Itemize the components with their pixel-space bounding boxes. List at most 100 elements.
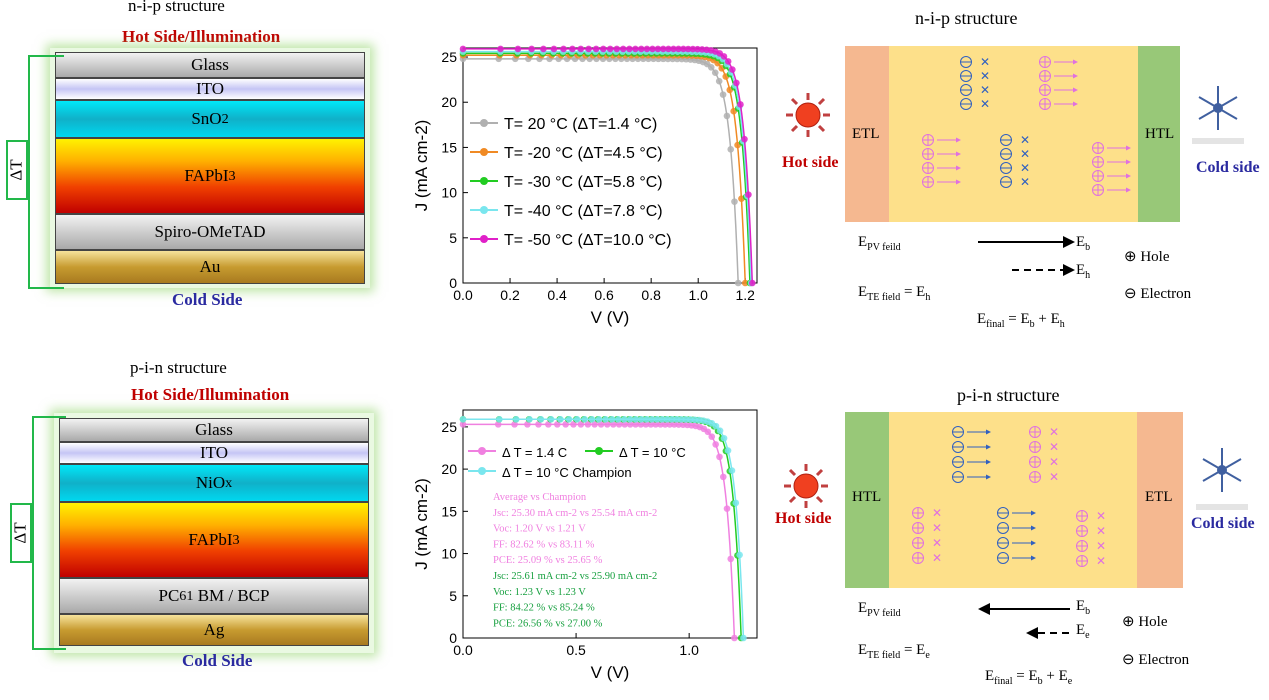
hole-icon: [1092, 156, 1131, 168]
data-point: [727, 146, 735, 153]
data-point: [621, 421, 629, 428]
data-point: [741, 279, 749, 287]
top-layer-ito: ITO: [55, 78, 365, 100]
bottom-band-etl: [1137, 412, 1183, 588]
hole-icon: ✕: [1029, 425, 1059, 439]
bottom-layer-perovskite: FAPbI 3: [59, 502, 369, 578]
data-point: [626, 415, 634, 423]
sun-icon: [784, 464, 828, 508]
data-point: [637, 421, 645, 428]
data-point: [577, 421, 585, 428]
legend-entry: T= -50 °C (ΔT=10.0 °C): [504, 232, 672, 249]
legend-marker: [480, 235, 488, 243]
x-tick-label: 0.5: [566, 642, 586, 658]
svg-text:✕: ✕: [1049, 425, 1059, 439]
svg-text:✕: ✕: [932, 536, 942, 550]
data-point: [496, 415, 503, 423]
data-point: [585, 45, 592, 53]
bottom-layer-niox: NiO x: [59, 464, 369, 502]
annotation-line: Jsc: 25.61 mA cm-2 vs 25.90 mA cm-2: [493, 571, 657, 582]
hole-icon: ✕: [1029, 470, 1059, 484]
top-band-absorber: [845, 46, 1140, 222]
x-tick-label: 1.0: [679, 642, 699, 658]
y-tick-label: 15: [441, 503, 457, 519]
top-band-left-label: ETL: [852, 126, 880, 142]
top-hole-legend: ⊕ Hole: [1124, 249, 1170, 265]
data-point: [658, 415, 666, 423]
svg-text:✕: ✕: [932, 506, 942, 520]
data-point: [613, 45, 621, 53]
bottom-e-final: Efinal = Eb + Ee: [985, 668, 1073, 687]
y-tick-label: 5: [449, 588, 457, 604]
bottom-delta-t-box: ΔT: [10, 503, 32, 563]
snowflake-icon: [1198, 86, 1238, 130]
y-axis-label: J (mA cm-2): [412, 478, 431, 570]
electron-icon: ✕: [960, 55, 990, 69]
electron-icon: [997, 552, 1036, 564]
hole-icon: [1039, 84, 1078, 96]
data-point: [668, 416, 676, 423]
data-point: [716, 427, 724, 435]
data-point: [740, 634, 747, 642]
svg-text:✕: ✕: [1049, 455, 1059, 469]
data-point: [626, 421, 634, 428]
hole-icon: [922, 162, 961, 174]
bottom-band-absorber: [845, 412, 1143, 588]
data-point: [577, 45, 585, 53]
x-tick-label: 0.8: [641, 287, 661, 303]
top-band-htl: [1138, 46, 1180, 222]
svg-text:✕: ✕: [1020, 147, 1030, 161]
x-tick-label: 1.0: [688, 287, 708, 303]
bottom-hot-label: Hot Side/Illumination: [131, 385, 290, 404]
bottom-cold-label: Cold Side: [182, 651, 253, 670]
electron-icon: ✕: [960, 97, 990, 111]
data-point: [592, 45, 600, 53]
data-point: [720, 434, 728, 442]
series-1: [459, 51, 749, 287]
top-layer-perovskite: FAPbI 3: [55, 138, 365, 214]
data-point: [459, 45, 467, 53]
data-point: [459, 421, 467, 428]
data-point: [562, 421, 569, 428]
data-point: [557, 415, 564, 423]
data-point: [603, 421, 611, 428]
electron-icon: [952, 441, 991, 453]
data-point: [632, 45, 639, 53]
data-point: [704, 428, 712, 436]
data-point: [560, 45, 567, 53]
svg-text:✕: ✕: [1096, 524, 1106, 538]
data-point: [657, 421, 664, 428]
bottom-stack-title: p-i-n structure: [130, 358, 227, 377]
top-delta-t-bracket: [28, 55, 64, 289]
hole-icon: [922, 148, 961, 160]
x-tick-label: 0.2: [500, 287, 520, 303]
svg-text:✕: ✕: [1096, 539, 1106, 553]
legend-marker: [480, 148, 488, 156]
x-tick-label: 0.0: [453, 287, 473, 303]
legend-marker: [480, 206, 488, 214]
snowflake-icon: [1202, 448, 1242, 492]
top-e-final: Efinal = Eb + Eh: [977, 311, 1065, 330]
data-point: [670, 45, 677, 53]
series-4: [459, 45, 756, 287]
data-point: [720, 53, 728, 60]
electron-icon: ✕: [1000, 175, 1030, 189]
top-cold-side: Cold side: [1196, 159, 1260, 176]
data-point: [600, 45, 607, 53]
electron-icon: ✕: [960, 83, 990, 97]
top-jv-chart: 0.0 0.2 0.4 0.6 0.8 1.0 1.2 0 5 10 15 20 25 V (V) J (m…: [412, 45, 758, 327]
series-2: [459, 50, 754, 287]
data-point: [642, 421, 650, 428]
annotation-line: Voc: 1.23 V vs 1.23 V: [493, 587, 586, 598]
svg-text:✕: ✕: [980, 55, 990, 69]
data-point: [597, 421, 605, 428]
series-line: [463, 58, 740, 284]
data-point: [550, 45, 558, 53]
svg-text:✕: ✕: [1096, 509, 1106, 523]
legend-entry: T= -30 °C (ΔT=5.8 °C): [504, 174, 663, 191]
bottom-hot-side: Hot side: [775, 510, 832, 527]
data-point: [647, 421, 655, 428]
data-point: [652, 421, 660, 428]
top-layer-spiro: Spiro-OMeTAD: [55, 214, 365, 250]
data-point: [595, 415, 603, 423]
